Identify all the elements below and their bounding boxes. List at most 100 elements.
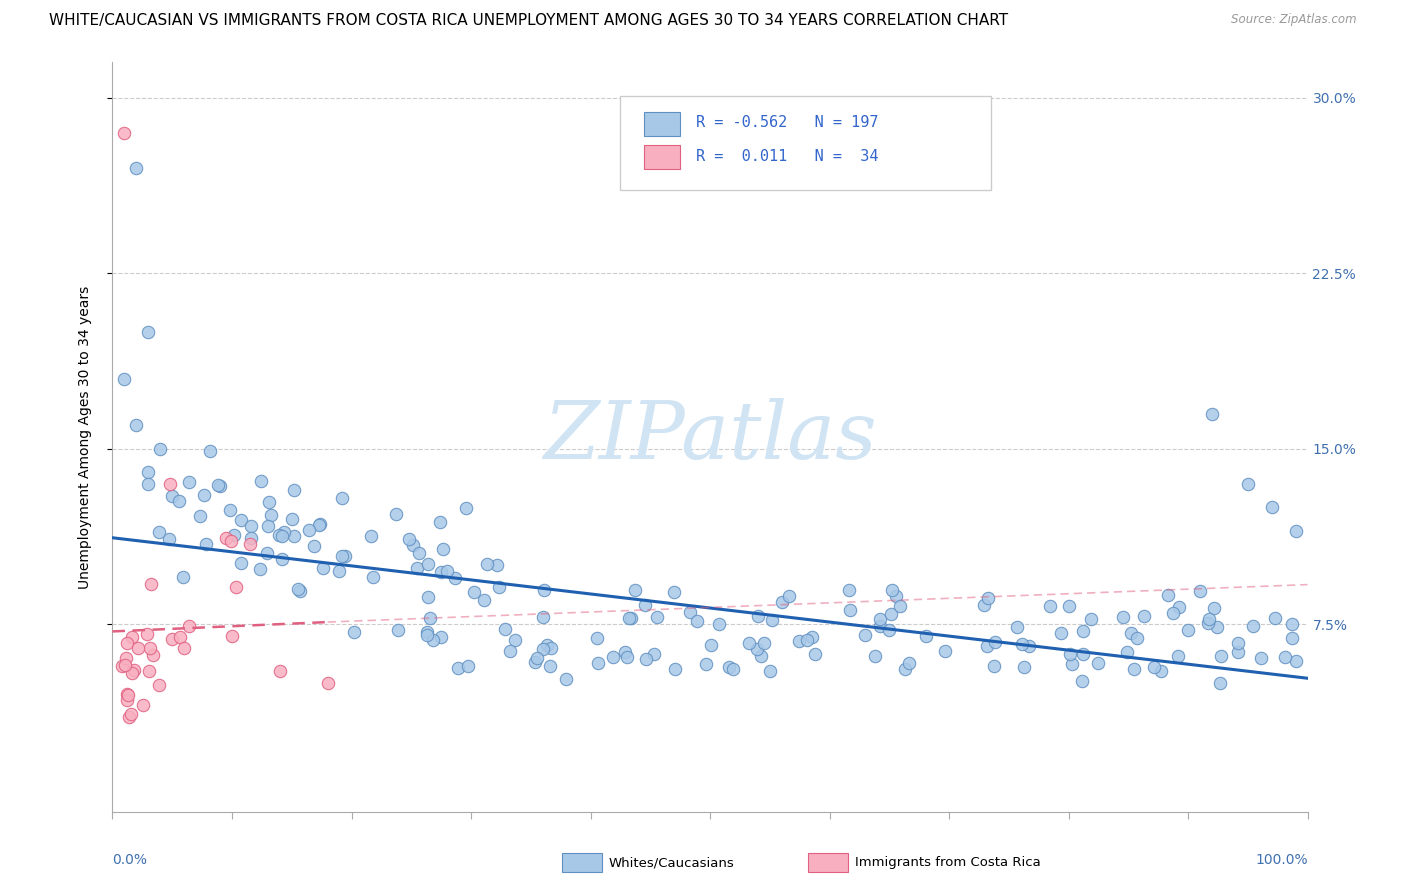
Point bbox=[759, 664, 782, 678]
Point bbox=[1119, 626, 1142, 640]
Point bbox=[1071, 624, 1094, 639]
Point bbox=[454, 500, 477, 515]
Point bbox=[984, 634, 1007, 648]
Point bbox=[619, 611, 641, 625]
Point bbox=[250, 474, 273, 488]
Point bbox=[633, 598, 655, 612]
Point bbox=[614, 645, 637, 659]
Point bbox=[125, 418, 148, 433]
Point bbox=[1274, 649, 1296, 664]
Point bbox=[457, 658, 479, 673]
Point bbox=[260, 508, 283, 522]
Text: Whites/Caucasians: Whites/Caucasians bbox=[609, 856, 734, 869]
Point bbox=[1198, 612, 1220, 626]
Point bbox=[586, 656, 609, 670]
Point bbox=[1060, 657, 1083, 671]
Point bbox=[308, 516, 330, 531]
Point bbox=[536, 638, 558, 652]
Point bbox=[884, 589, 907, 603]
Point bbox=[257, 518, 280, 533]
Text: 100.0%: 100.0% bbox=[1256, 853, 1308, 867]
Point bbox=[463, 585, 485, 599]
Point bbox=[239, 518, 262, 533]
Point bbox=[880, 607, 903, 621]
Point bbox=[138, 325, 160, 339]
Point bbox=[700, 638, 723, 652]
Point bbox=[141, 576, 163, 591]
Point bbox=[1080, 612, 1102, 626]
Point bbox=[747, 609, 769, 624]
Point bbox=[770, 595, 793, 609]
Point bbox=[787, 633, 810, 648]
Point bbox=[801, 630, 824, 644]
Point bbox=[117, 693, 139, 707]
Point bbox=[239, 537, 262, 551]
Point bbox=[1059, 647, 1081, 661]
Point bbox=[1177, 623, 1199, 637]
Point bbox=[695, 657, 717, 671]
Point bbox=[360, 529, 382, 543]
Point bbox=[443, 571, 465, 585]
Point bbox=[778, 589, 800, 603]
Point bbox=[1057, 599, 1080, 613]
Point bbox=[330, 549, 353, 563]
Point bbox=[1241, 619, 1264, 633]
Point bbox=[308, 517, 330, 532]
Point bbox=[115, 636, 138, 650]
Point bbox=[1206, 620, 1229, 634]
Point bbox=[526, 651, 548, 665]
Point bbox=[863, 648, 886, 663]
Point bbox=[1227, 636, 1250, 650]
Point bbox=[1202, 601, 1225, 615]
Point bbox=[889, 599, 911, 613]
Point bbox=[363, 570, 385, 584]
Point bbox=[118, 710, 141, 724]
Point bbox=[1150, 664, 1173, 678]
Point bbox=[602, 650, 624, 665]
Point bbox=[1250, 651, 1272, 665]
Point bbox=[1087, 657, 1109, 671]
Point bbox=[416, 624, 439, 639]
Y-axis label: Unemployment Among Ages 30 to 34 years: Unemployment Among Ages 30 to 34 years bbox=[77, 285, 91, 589]
Point bbox=[1209, 675, 1232, 690]
Point bbox=[115, 651, 138, 665]
Point bbox=[207, 478, 229, 492]
Point bbox=[488, 580, 510, 594]
Point bbox=[645, 610, 668, 624]
Point bbox=[973, 598, 995, 612]
Point bbox=[215, 531, 238, 545]
Point bbox=[138, 477, 160, 491]
Point bbox=[983, 659, 1005, 673]
Point bbox=[429, 630, 451, 644]
Point bbox=[249, 562, 271, 576]
FancyBboxPatch shape bbox=[644, 112, 681, 136]
Point bbox=[1281, 617, 1303, 632]
Point bbox=[328, 564, 350, 578]
Point bbox=[419, 611, 441, 625]
Point bbox=[1116, 645, 1139, 659]
Point bbox=[219, 533, 242, 548]
Point bbox=[747, 642, 769, 657]
Point bbox=[679, 606, 702, 620]
Point bbox=[1143, 660, 1166, 674]
Point bbox=[754, 636, 776, 650]
FancyBboxPatch shape bbox=[620, 96, 991, 190]
Point bbox=[1161, 606, 1184, 620]
Point bbox=[222, 527, 245, 541]
Point bbox=[402, 538, 425, 552]
Point bbox=[257, 495, 280, 509]
Point bbox=[472, 593, 495, 607]
Point bbox=[1011, 637, 1033, 651]
Point bbox=[270, 552, 292, 566]
Point bbox=[1071, 674, 1094, 689]
Point bbox=[114, 657, 136, 672]
Point bbox=[1281, 631, 1303, 645]
Point bbox=[195, 537, 218, 551]
Text: ZIPatlas: ZIPatlas bbox=[543, 399, 877, 475]
Point bbox=[436, 564, 458, 578]
Point bbox=[114, 126, 135, 140]
Point bbox=[288, 584, 311, 599]
Point bbox=[636, 652, 658, 666]
Point bbox=[976, 640, 998, 654]
Point bbox=[432, 542, 454, 557]
